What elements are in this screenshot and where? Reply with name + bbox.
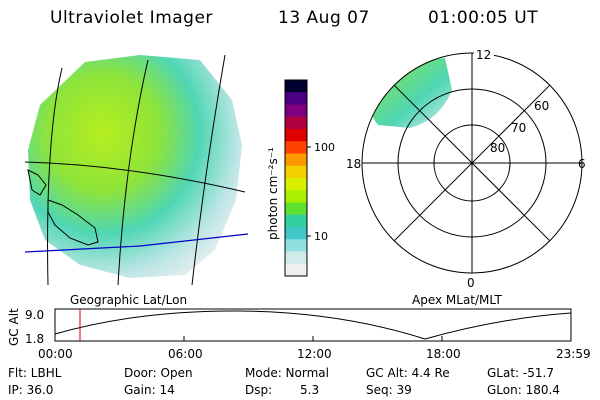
status-ip: IP: 36.0	[8, 383, 54, 397]
coastline	[27, 169, 99, 246]
colorbar-band	[285, 178, 307, 191]
colorbar-tick-label-10: 10	[314, 230, 328, 243]
colorbar-band	[285, 202, 307, 216]
polar-panel-label: Apex MLat/MLT	[412, 293, 502, 307]
colorbar-band	[285, 141, 307, 155]
mlt-label-12: 12	[476, 48, 491, 62]
colorbar-unit-label: photon cm⁻²s⁻¹	[266, 147, 280, 240]
colorbar	[285, 80, 307, 277]
altitude-plot: GC Alt 9.0 1.8 00:00 06:00 12:00 18:00 2…	[7, 308, 591, 361]
colorbar-band	[285, 92, 307, 106]
lat-line	[25, 161, 246, 193]
label-bg	[474, 276, 488, 290]
mlt-label-18: 18	[346, 157, 361, 171]
colorbar-band	[285, 227, 307, 240]
colorbar-band	[285, 153, 307, 167]
earth-disk-image	[28, 55, 242, 278]
mlt-label-0: 0	[467, 276, 475, 290]
colorbar-frame	[284, 79, 308, 277]
colorbar-band	[285, 263, 307, 277]
colorbar-band	[285, 129, 307, 142]
mlat-label-80: 80	[490, 141, 505, 155]
altitude-curve	[54, 310, 572, 340]
status-dsp-label: Dsp:	[245, 383, 273, 397]
lon-line	[117, 59, 149, 285]
time-label: 01:00:05 UT	[428, 8, 539, 28]
colorbar-band	[285, 116, 307, 130]
colorbar-band	[285, 104, 307, 118]
polar-panel: 12 0 18 6 60 70 80	[346, 48, 586, 290]
status-filter: Flt: LBHL	[8, 366, 62, 380]
colorbar-band	[285, 214, 307, 228]
status-dsp-value: 5.3	[300, 383, 320, 397]
altitude-ytick-1.8: 1.8	[25, 332, 44, 346]
aurora-emission	[369, 58, 452, 128]
altitude-ylabel: GC Alt	[7, 308, 21, 346]
colorbar-band	[285, 251, 307, 265]
colorbar-band	[285, 190, 307, 204]
geographic-panel	[25, 55, 249, 285]
altitude-xtick-0000: 00:00	[38, 347, 73, 361]
altitude-xtick-1800: 18:00	[426, 347, 461, 361]
altitude-xtick-1200: 12:00	[297, 347, 332, 361]
equator-line	[25, 233, 249, 253]
date-label: 13 Aug 07	[278, 8, 370, 28]
polar-diagonal	[393, 84, 551, 242]
status-gc-alt: GC Alt: 4.4 Re	[366, 366, 450, 380]
label-bg	[474, 48, 494, 62]
mlat-label-60: 60	[534, 99, 549, 113]
geo-panel-label: Geographic Lat/Lon	[70, 293, 187, 307]
altitude-ytick-9: 9.0	[25, 308, 44, 322]
status-gain: Gain: 14	[124, 383, 175, 397]
colorbar-band	[285, 80, 307, 93]
mlt-label-6: 6	[578, 157, 586, 171]
altitude-xtick-2359: 23:59	[556, 347, 591, 361]
status-glon: GLon: 180.4	[487, 383, 560, 397]
status-glat: GLat: -51.7	[487, 366, 554, 380]
status-seq: Seq: 39	[366, 383, 412, 397]
mlat-label-70: 70	[511, 121, 526, 135]
status-mode: Mode: Normal	[245, 366, 329, 380]
instrument-title: Ultraviolet Imager	[50, 8, 213, 28]
colorbar-tick-label-100: 100	[314, 141, 335, 154]
altitude-xtick-0600: 06:00	[168, 347, 203, 361]
colorbar-band	[285, 239, 307, 253]
colorbar-band	[285, 165, 307, 179]
status-door: Door: Open	[124, 366, 193, 380]
lon-line	[191, 55, 226, 285]
